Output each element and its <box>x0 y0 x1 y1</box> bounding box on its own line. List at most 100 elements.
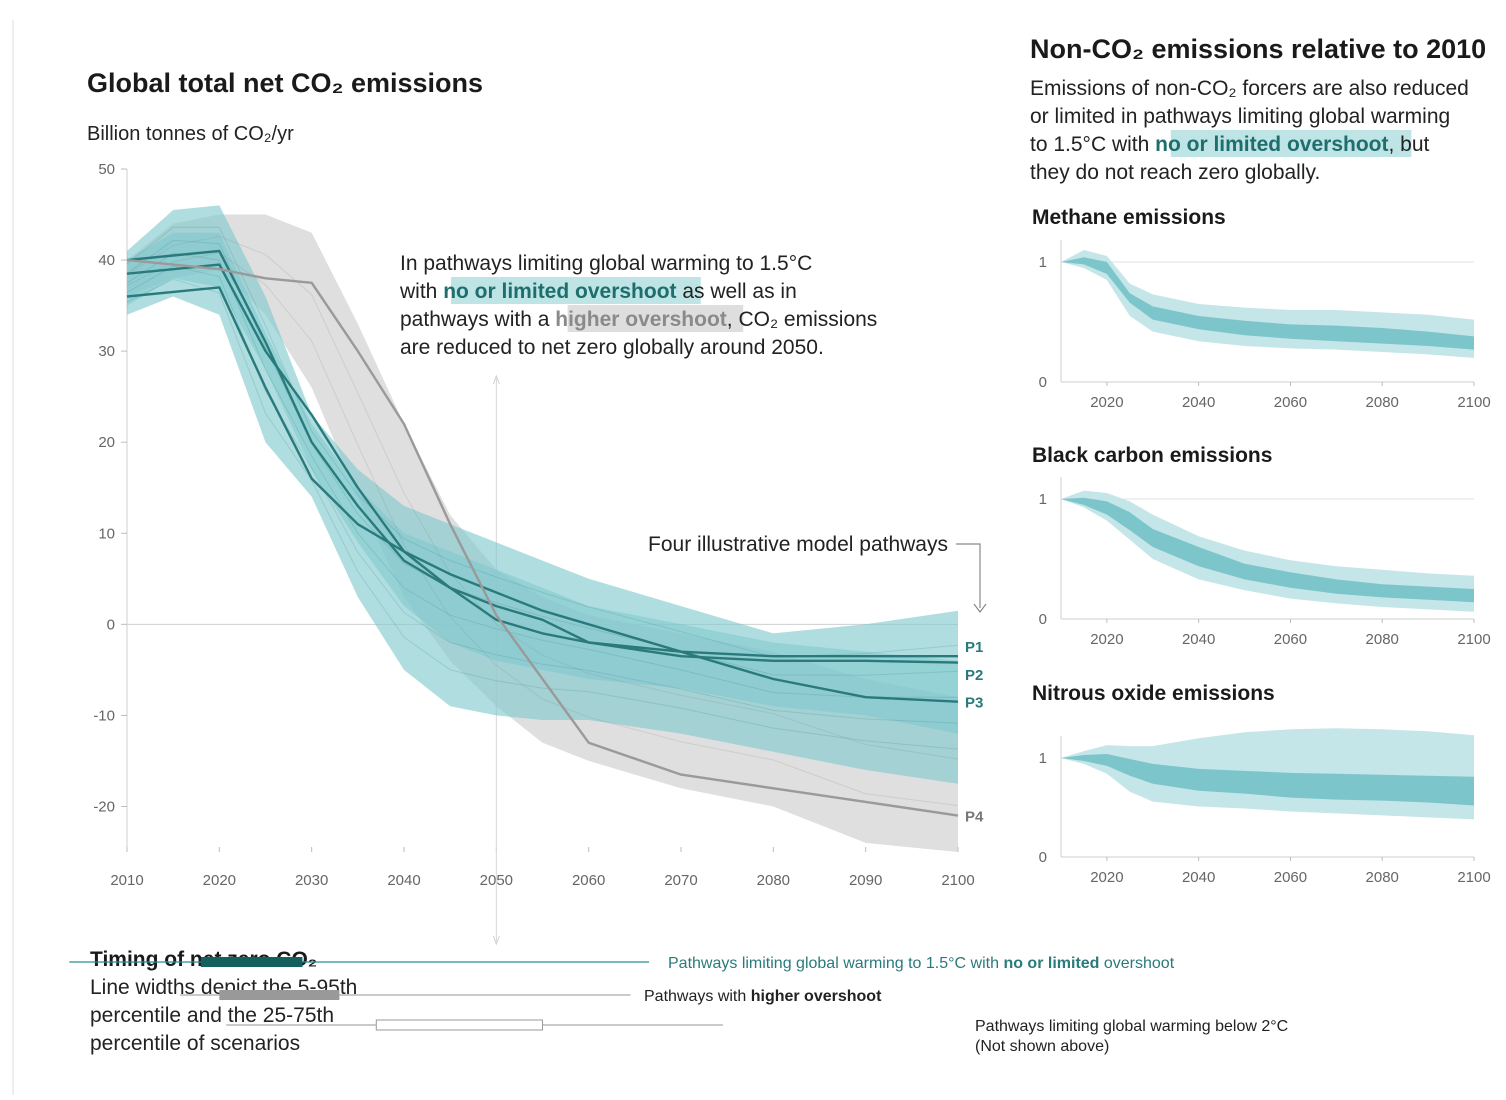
pathways-note: Four illustrative model pathways <box>648 533 948 556</box>
right-intro: Emissions of non-CO₂ forcers are also re… <box>1030 77 1469 184</box>
y-tick-label: -20 <box>93 798 115 815</box>
pathway-label-p3: P3 <box>965 695 983 712</box>
mini-y-tick-label: 1 <box>1039 750 1047 767</box>
mini-x-tick-label: 2060 <box>1274 631 1307 648</box>
intro-highlight <box>1170 130 1412 157</box>
timing-body-line-3: percentile of scenarios <box>90 1032 300 1055</box>
timing-range-25-75 <box>200 957 303 967</box>
x-tick-label: 2070 <box>664 872 697 889</box>
y-tick-label: 40 <box>98 252 115 269</box>
nitrous-oxide-chart: 0 1 2020 2040 2060 2080 2100 <box>1039 728 1491 886</box>
mini-x-tick-label: 2080 <box>1366 394 1399 411</box>
intro-highlight-text: no or limited overshoot <box>1155 133 1388 156</box>
right-title: Non-CO₂ emissions relative to 2010 <box>1030 34 1486 64</box>
mini-y-tick-label: 0 <box>1039 849 1047 866</box>
intro-text: , but <box>1388 133 1429 156</box>
methane-chart: 0 1 2020 2040 2060 2080 2100 <box>1039 240 1491 411</box>
mini-x-tick-label: 2020 <box>1090 869 1123 886</box>
intro-text: they do not reach zero globally. <box>1030 161 1320 184</box>
timing-label-run: overshoot <box>1099 955 1174 972</box>
timing-row-label: Pathways limiting global warming below 2… <box>975 1018 1288 1035</box>
mini-y-tick-label: 0 <box>1039 611 1047 628</box>
black-carbon-chart: 0 1 2020 2040 2060 2080 2100 <box>1039 477 1491 648</box>
mini-x-tick-label: 2080 <box>1366 631 1399 648</box>
mini-x-tick-label: 2100 <box>1457 631 1490 648</box>
annotation-line: with no or limited overshoot as well as … <box>399 280 797 303</box>
intro-text: to 1.5°C with <box>1030 133 1155 156</box>
scenario-line <box>126 226 959 658</box>
timing-label-run: no or limited <box>1003 955 1099 972</box>
main-annotation: In pathways limiting global warming to 1… <box>399 252 877 359</box>
timing-range-25-75 <box>375 1019 543 1031</box>
annotation-text: pathways with a <box>400 308 555 331</box>
mini-band-25-75 <box>1061 257 1474 350</box>
timing-range-25-75 <box>219 990 340 1000</box>
methane-title: Methane emissions <box>1032 206 1226 229</box>
y-tick-label: -10 <box>93 707 115 724</box>
nitrous-oxide-title: Nitrous oxide emissions <box>1032 682 1275 705</box>
timing-row-label: Pathways limiting global warming to 1.5°… <box>668 955 1175 972</box>
pathway-label-p2: P2 <box>965 667 983 684</box>
scenario-line <box>126 278 959 750</box>
annotation-line: are reduced to net zero globally around … <box>400 336 824 359</box>
pathway-label-p1: P1 <box>965 639 983 656</box>
annotation-text: In pathways limiting global warming to 1… <box>400 252 812 275</box>
y-tick-label: 20 <box>98 434 115 451</box>
timing-label-run: Pathways limiting global warming below 2… <box>975 1018 1288 1035</box>
mini-y-tick-label: 0 <box>1039 374 1047 391</box>
annotation-text: as well as in <box>677 280 797 303</box>
x-tick-label: 2040 <box>387 872 420 889</box>
intro-text: Emissions of non-CO₂ forcers are also re… <box>1030 77 1469 100</box>
guide-arrow-up <box>492 374 500 385</box>
annotation-text: with <box>399 280 443 303</box>
mini-band-25-75 <box>1061 497 1474 603</box>
main-chart-ylabel: Billion tonnes of CO₂/yr <box>87 123 294 145</box>
y-tick-label: 0 <box>107 616 115 633</box>
x-tick-label: 2060 <box>572 872 605 889</box>
timing-rows: Pathways limiting global warming to 1.5°… <box>69 955 1288 1055</box>
mini-band-25-75 <box>1061 754 1474 806</box>
timing-body-line-2: percentile and the 25-75th <box>90 1004 334 1027</box>
mini-x-tick-label: 2100 <box>1457 394 1490 411</box>
timing-label-run: higher overshoot <box>751 988 882 1005</box>
pathway-line-p2 <box>126 249 959 664</box>
intro-line: they do not reach zero globally. <box>1030 161 1320 184</box>
main-chart-title: Global total net CO₂ emissions <box>87 68 483 98</box>
pathways-note-arrowhead <box>973 603 987 613</box>
mini-y-tick-label: 1 <box>1039 491 1047 508</box>
x-tick-label: 2080 <box>757 872 790 889</box>
y-tick-label: 50 <box>98 161 115 178</box>
y-tick-label: 30 <box>98 343 115 360</box>
mini-x-tick-label: 2040 <box>1182 869 1215 886</box>
annotation-highlight-text: no or limited overshoot <box>443 280 676 303</box>
x-tick-label: 2020 <box>203 872 236 889</box>
annotation-line: In pathways limiting global warming to 1… <box>400 252 812 275</box>
intro-line: or limited in pathways limiting global w… <box>1030 105 1450 128</box>
timing-label-run: Pathways limiting global warming to 1.5°… <box>668 955 1003 972</box>
annotation-highlight-text: higher overshoot <box>555 308 727 331</box>
pathway-label-p4: P4 <box>965 809 984 826</box>
annotation-highlight <box>567 305 744 332</box>
guide-arrow-down <box>492 935 500 946</box>
pathway-line-p4 <box>126 258 959 817</box>
timing-row-label-line-2: (Not shown above) <box>975 1038 1109 1055</box>
x-tick-label: 2090 <box>849 872 882 889</box>
intro-line: Emissions of non-CO₂ forcers are also re… <box>1030 77 1469 100</box>
mini-x-tick-label: 2080 <box>1366 869 1399 886</box>
y-tick-label: 10 <box>98 525 115 542</box>
x-tick-label: 2100 <box>941 872 974 889</box>
timing-row-label: Pathways with higher overshoot <box>644 988 882 1005</box>
pathway-line-p3 <box>126 286 959 703</box>
annotation-text: are reduced to net zero globally around … <box>400 336 824 359</box>
annotation-text: , CO₂ emissions <box>727 308 878 331</box>
x-tick-label: 2010 <box>110 872 143 889</box>
scenario-line <box>126 265 959 724</box>
mini-y-tick-label: 1 <box>1039 254 1047 271</box>
scenario-line <box>126 252 958 698</box>
mini-x-tick-label: 2060 <box>1274 869 1307 886</box>
mini-x-tick-label: 2100 <box>1457 869 1490 886</box>
black-carbon-title: Black carbon emissions <box>1032 444 1272 467</box>
x-tick-label: 2030 <box>295 872 328 889</box>
